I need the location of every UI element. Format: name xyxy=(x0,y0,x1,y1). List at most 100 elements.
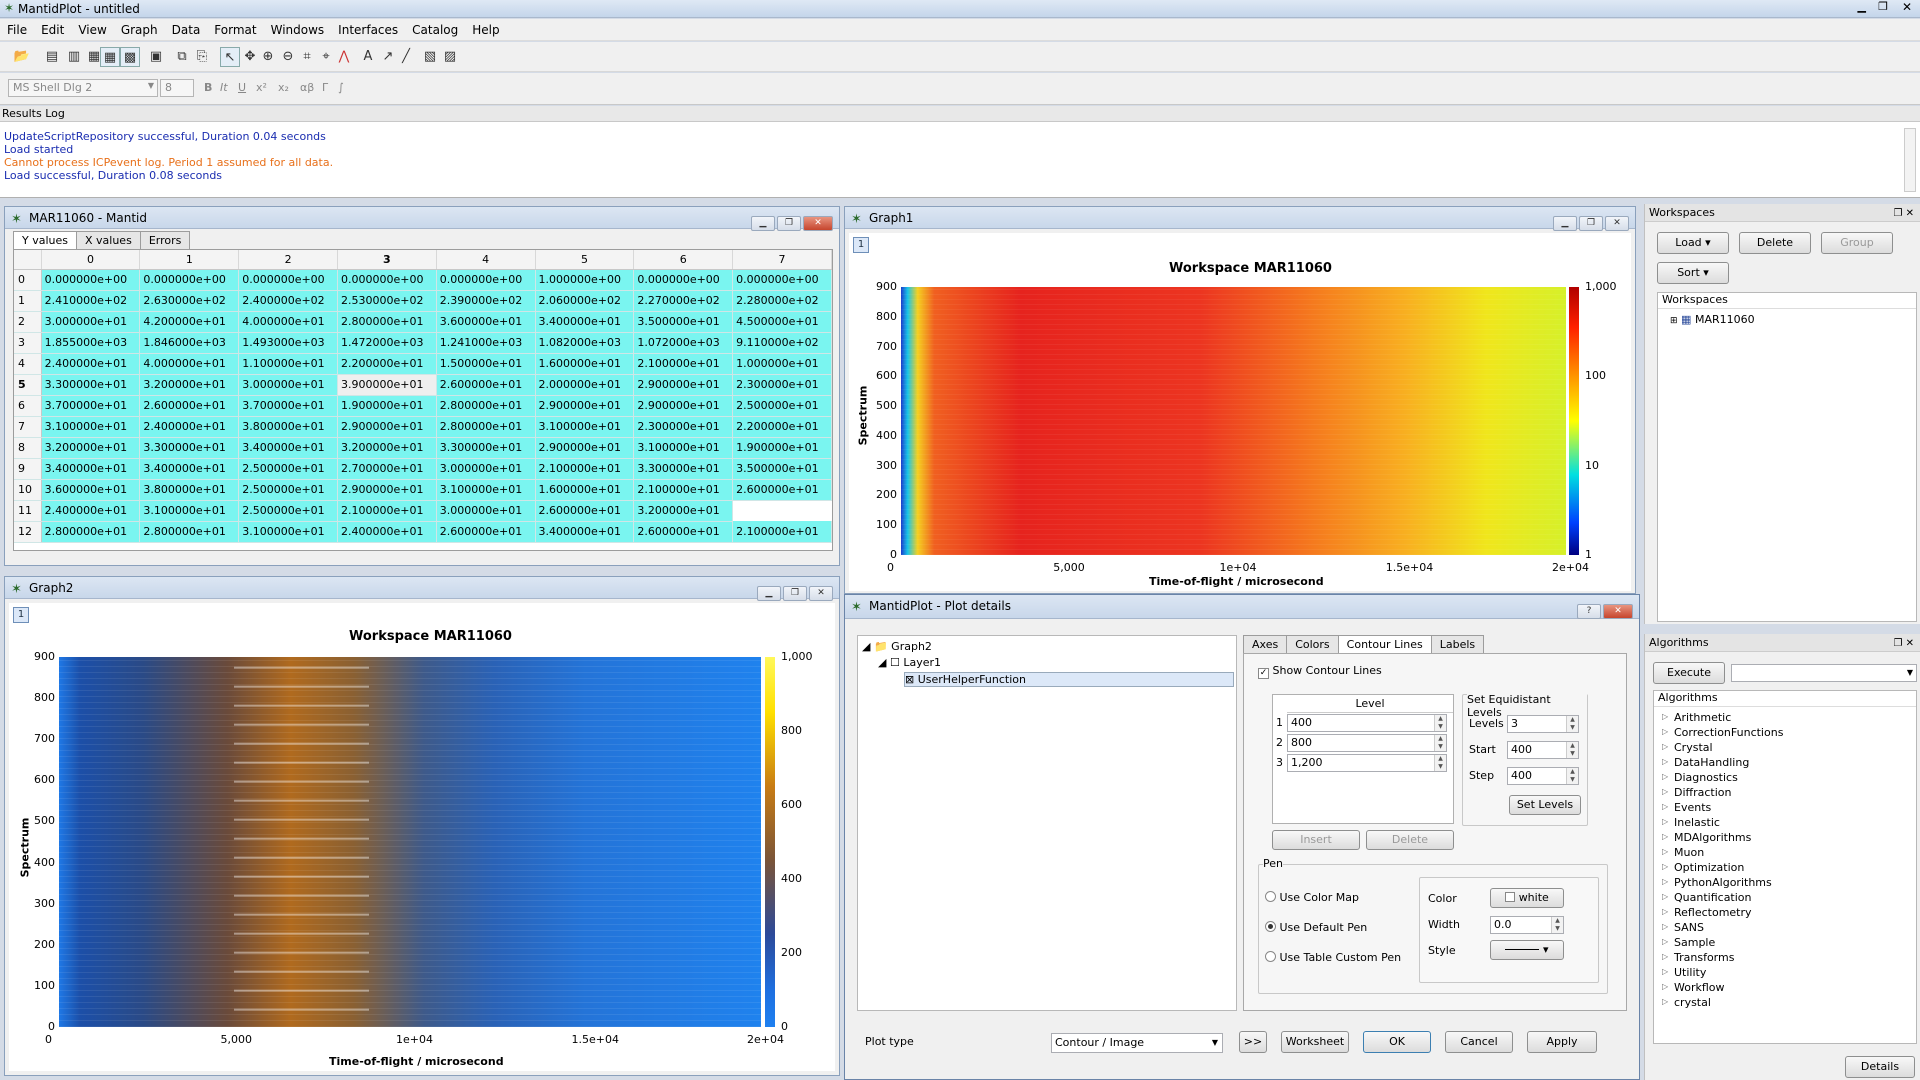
arrow-tool-icon[interactable]: ↗ xyxy=(382,49,394,64)
algorithm-category[interactable]: crystal xyxy=(1662,996,1711,1009)
level-value-spinner[interactable]: 800 ▲ ▼ xyxy=(1287,734,1447,752)
table-cell[interactable]: 0.000000e+00 xyxy=(139,269,240,291)
table-cell[interactable]: 3.300000e+01 xyxy=(41,374,141,396)
superscript-button[interactable]: x² xyxy=(256,81,267,94)
minimize-icon[interactable]: ▁ xyxy=(1857,0,1866,13)
graph2-plot-area[interactable]: 1 Workspace MAR11060 0 5,000 1e+04 1.5e+04 2… xyxy=(9,603,835,1071)
close-icon[interactable]: ✕ xyxy=(1605,216,1629,231)
table-cell[interactable]: 1.600000e+01 xyxy=(535,353,635,375)
plot-type-select[interactable]: Contour / Image ▼ xyxy=(1051,1033,1223,1053)
table-cell[interactable]: 2.530000e+02 xyxy=(337,290,437,312)
pen-style-select[interactable]: ▾ xyxy=(1490,940,1564,960)
table-cell[interactable]: 2.100000e+01 xyxy=(337,500,437,522)
paste-icon[interactable]: ⎘ xyxy=(196,49,208,64)
tree-curve-item[interactable]: ⊠ UserHelperFunction xyxy=(904,672,1234,687)
table-cell[interactable]: 0.000000e+00 xyxy=(633,269,734,291)
table-cell[interactable]: 1.000000e+01 xyxy=(732,353,832,375)
tab-errors[interactable]: Errors xyxy=(139,231,191,249)
column-header[interactable]: 3 xyxy=(337,250,437,270)
algorithm-category[interactable]: Transforms xyxy=(1662,951,1735,964)
menu-item-view[interactable]: View xyxy=(78,23,107,37)
table-cell[interactable]: 2.200000e+01 xyxy=(337,353,437,375)
table-cell[interactable]: 2.600000e+01 xyxy=(732,479,832,501)
pan-icon[interactable]: ✥ xyxy=(244,49,256,64)
table-cell[interactable]: 2.100000e+01 xyxy=(732,521,832,543)
table-cell[interactable]: 3.800000e+01 xyxy=(139,479,240,501)
tab-contour-lines[interactable]: Contour Lines xyxy=(1337,635,1432,653)
table-cell[interactable]: 4.000000e+01 xyxy=(139,353,240,375)
row-header[interactable]: 12 xyxy=(14,521,42,543)
menu-item-interfaces[interactable]: Interfaces xyxy=(338,23,399,37)
table-cell[interactable]: 3.000000e+01 xyxy=(436,500,536,522)
table-cell[interactable]: 3.700000e+01 xyxy=(238,395,338,417)
algorithm-category[interactable]: Crystal xyxy=(1662,741,1712,754)
delete-level-button[interactable]: Delete xyxy=(1366,830,1454,850)
column-header[interactable]: 5 xyxy=(535,250,635,270)
level-value-spinner[interactable]: 400 ▲ ▼ xyxy=(1287,714,1447,732)
table-cell[interactable]: 0.000000e+00 xyxy=(337,269,437,291)
table-cell[interactable]: 2.100000e+01 xyxy=(633,353,734,375)
menu-item-format[interactable]: Format xyxy=(214,23,257,37)
help-icon[interactable]: ? xyxy=(1577,604,1601,619)
delete-button[interactable]: Delete xyxy=(1739,232,1811,254)
table-cell[interactable]: 0.000000e+00 xyxy=(238,269,338,291)
algorithm-category[interactable]: DataHandling xyxy=(1662,756,1749,769)
level-row[interactable]: 3 1,200 ▲ ▼ xyxy=(1273,753,1453,773)
insert-button[interactable]: Insert xyxy=(1272,830,1360,850)
table-cell[interactable]: 2.900000e+01 xyxy=(633,374,734,396)
load-button[interactable]: Load ▾ xyxy=(1657,232,1729,254)
graph1-plot-area[interactable]: 1 Workspace MAR11060 0 5,000 1e+04 1.5e+04 2… xyxy=(849,233,1631,591)
algorithm-category[interactable]: Arithmetic xyxy=(1662,711,1731,724)
table-cell[interactable]: 2.280000e+02 xyxy=(732,290,832,312)
workspaces-tree[interactable]: Workspaces ⊞ ▦ MAR11060 xyxy=(1657,292,1917,622)
new-project-icon[interactable]: ▤ xyxy=(45,49,59,64)
close-icon[interactable]: ✕ xyxy=(1603,604,1633,619)
table-cell[interactable]: 3.500000e+01 xyxy=(732,458,832,480)
table-cell[interactable]: 2.300000e+01 xyxy=(633,416,734,438)
table-cell[interactable]: 2.800000e+01 xyxy=(41,521,141,543)
table-cell[interactable]: 3.300000e+01 xyxy=(139,437,240,459)
row-header[interactable]: 5 xyxy=(14,374,42,396)
algorithm-category[interactable]: Events xyxy=(1662,801,1711,814)
use-color-map-radio[interactable]: Use Color Map xyxy=(1265,891,1359,904)
table-cell[interactable]: 4.000000e+01 xyxy=(238,311,338,333)
menu-item-help[interactable]: Help xyxy=(472,23,500,37)
tab-y-values[interactable]: Y values xyxy=(13,231,77,249)
table-cell[interactable]: 3.100000e+01 xyxy=(238,521,338,543)
row-header[interactable]: 1 xyxy=(14,290,42,312)
ok-button[interactable]: OK xyxy=(1363,1031,1431,1053)
table-cell[interactable]: 2.600000e+01 xyxy=(633,521,734,543)
matrix-icon[interactable]: ▩ xyxy=(120,47,140,67)
table-cell[interactable]: 3.100000e+01 xyxy=(41,416,141,438)
rescale-icon[interactable]: ⌗ xyxy=(303,49,311,64)
table-cell[interactable]: 2.900000e+01 xyxy=(535,395,635,417)
table-cell[interactable]: 2.300000e+01 xyxy=(732,374,832,396)
algorithm-category[interactable]: Optimization xyxy=(1662,861,1744,874)
column-header[interactable]: 7 xyxy=(732,250,832,270)
execute-button[interactable]: Execute xyxy=(1653,662,1725,684)
data-table[interactable]: 0 1 2 3 4 5 6 7 0 0.000000e+00 0.000000e+00 0.00000… xyxy=(13,249,833,551)
table-cell[interactable]: 2.600000e+01 xyxy=(535,500,635,522)
algorithm-category[interactable]: Utility xyxy=(1662,966,1706,979)
table-cell[interactable]: 1.900000e+01 xyxy=(337,395,437,417)
row-header[interactable]: 6 xyxy=(14,395,42,417)
algorithm-category[interactable]: Diffraction xyxy=(1662,786,1731,799)
table-cell[interactable]: 1.100000e+01 xyxy=(238,353,338,375)
table-cell[interactable]: 3.800000e+01 xyxy=(238,416,338,438)
algorithm-category[interactable]: Workflow xyxy=(1662,981,1724,994)
pen-width-spinner[interactable]: 0.0 ▲ ▼ xyxy=(1490,916,1564,934)
menu-item-data[interactable]: Data xyxy=(171,23,201,37)
table-cell[interactable]: 3.400000e+01 xyxy=(139,458,240,480)
line-tool-icon[interactable]: ╱ xyxy=(402,49,410,64)
tree-graph-item[interactable]: ◢ 📁 Graph2 xyxy=(862,640,932,653)
table-cell[interactable]: 2.000000e+01 xyxy=(535,374,635,396)
table-cell[interactable]: 2.900000e+01 xyxy=(633,395,734,417)
table-cell[interactable]: 2.700000e+01 xyxy=(337,458,437,480)
table-cell[interactable]: 1.900000e+01 xyxy=(732,437,832,459)
restore-icon[interactable]: ❐ xyxy=(1579,216,1603,231)
group-button[interactable]: Group xyxy=(1821,232,1893,254)
table-cell[interactable]: 2.400000e+01 xyxy=(41,500,141,522)
row-header[interactable]: 2 xyxy=(14,311,42,333)
folder-icon[interactable]: ▣ xyxy=(149,49,163,64)
row-header[interactable]: 9 xyxy=(14,458,42,480)
